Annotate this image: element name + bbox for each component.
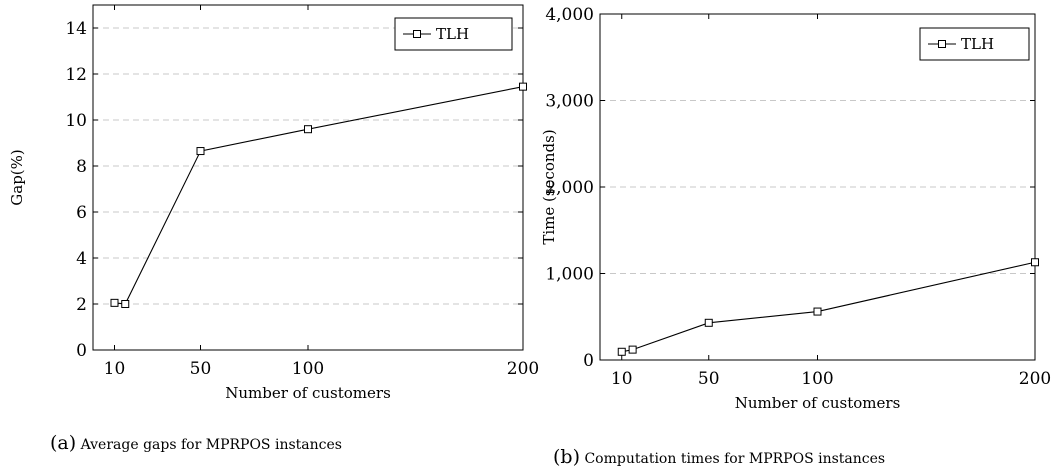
caption-b-tag: (b)	[553, 446, 580, 468]
caption-b: (b) Computation times for MPRPOS instanc…	[553, 446, 885, 468]
x-tick-label: 100	[801, 369, 833, 389]
data-point-marker	[1031, 258, 1039, 267]
data-point-marker	[519, 82, 527, 91]
y-tick-label: 3,000	[545, 92, 594, 112]
caption-a: (a) Average gaps for MPRPOS instances	[50, 432, 342, 454]
y-tick-label: 1,000	[545, 265, 594, 285]
y-axis-label: Gap(%)	[8, 149, 26, 205]
data-point-marker	[196, 147, 205, 156]
caption-a-text: Average gaps for MPRPOS instances	[80, 437, 342, 453]
data-point-marker	[704, 318, 713, 327]
x-axis-label: Number of customers	[735, 394, 901, 412]
data-point-marker	[617, 347, 626, 356]
series-line	[621, 261, 1036, 353]
figure-a: 0 2 4 6 8 10 12 14 10 50 100 200 Number of customers…	[8, 4, 539, 454]
legend-marker	[413, 30, 421, 38]
y-tick-label: 6	[76, 203, 87, 223]
y-tick-label: 14	[65, 19, 87, 39]
series-line	[114, 86, 524, 305]
y-axis-label: Time (seconds)	[540, 129, 558, 244]
legend-label: TLH	[961, 35, 994, 53]
plot-frame	[92, 4, 524, 351]
data-point-marker	[110, 298, 119, 307]
chart-a: 0 2 4 6 8 10 12 14 10 50 100 200 Number of customers…	[8, 4, 539, 402]
x-tick-label: 200	[507, 359, 539, 379]
x-tick-label: 10	[611, 369, 633, 389]
y-tick-label: 0	[583, 351, 594, 371]
y-tick-label: 12	[65, 65, 87, 85]
data-point-marker	[121, 300, 130, 308]
caption-a-tag: (a)	[50, 432, 77, 454]
y-tick-label: 2	[76, 295, 87, 315]
x-tick-label: 50	[698, 369, 720, 389]
x-tick-label: 200	[1019, 369, 1051, 389]
data-point-marker	[304, 125, 312, 134]
y-tick-label: 0	[76, 341, 87, 361]
y-tick-label: 10	[65, 111, 87, 131]
x-tick-label: 100	[292, 359, 324, 379]
y-tick-label: 4,000	[545, 5, 594, 25]
data-point-marker	[813, 307, 822, 316]
y-tick-label: 4	[76, 249, 87, 269]
x-tick-label: 10	[104, 359, 126, 379]
x-axis-label: Number of customers	[225, 384, 391, 402]
y-tick-label: 8	[76, 157, 87, 177]
chart-b: 0 1,000 2,000 3,000 4,000 10 50 100 200 Number of…	[540, 5, 1051, 412]
data-point-marker	[628, 345, 637, 354]
x-tick-label: 50	[190, 359, 212, 379]
legend-label: TLH	[436, 25, 469, 43]
y-tick-label: 2,000	[545, 178, 594, 198]
legend-marker	[938, 40, 946, 48]
caption-b-text: Computation times for MPRPOS instances	[584, 451, 886, 467]
figure-b: 0 1,000 2,000 3,000 4,000 10 50 100 200 Number of…	[530, 0, 1059, 472]
